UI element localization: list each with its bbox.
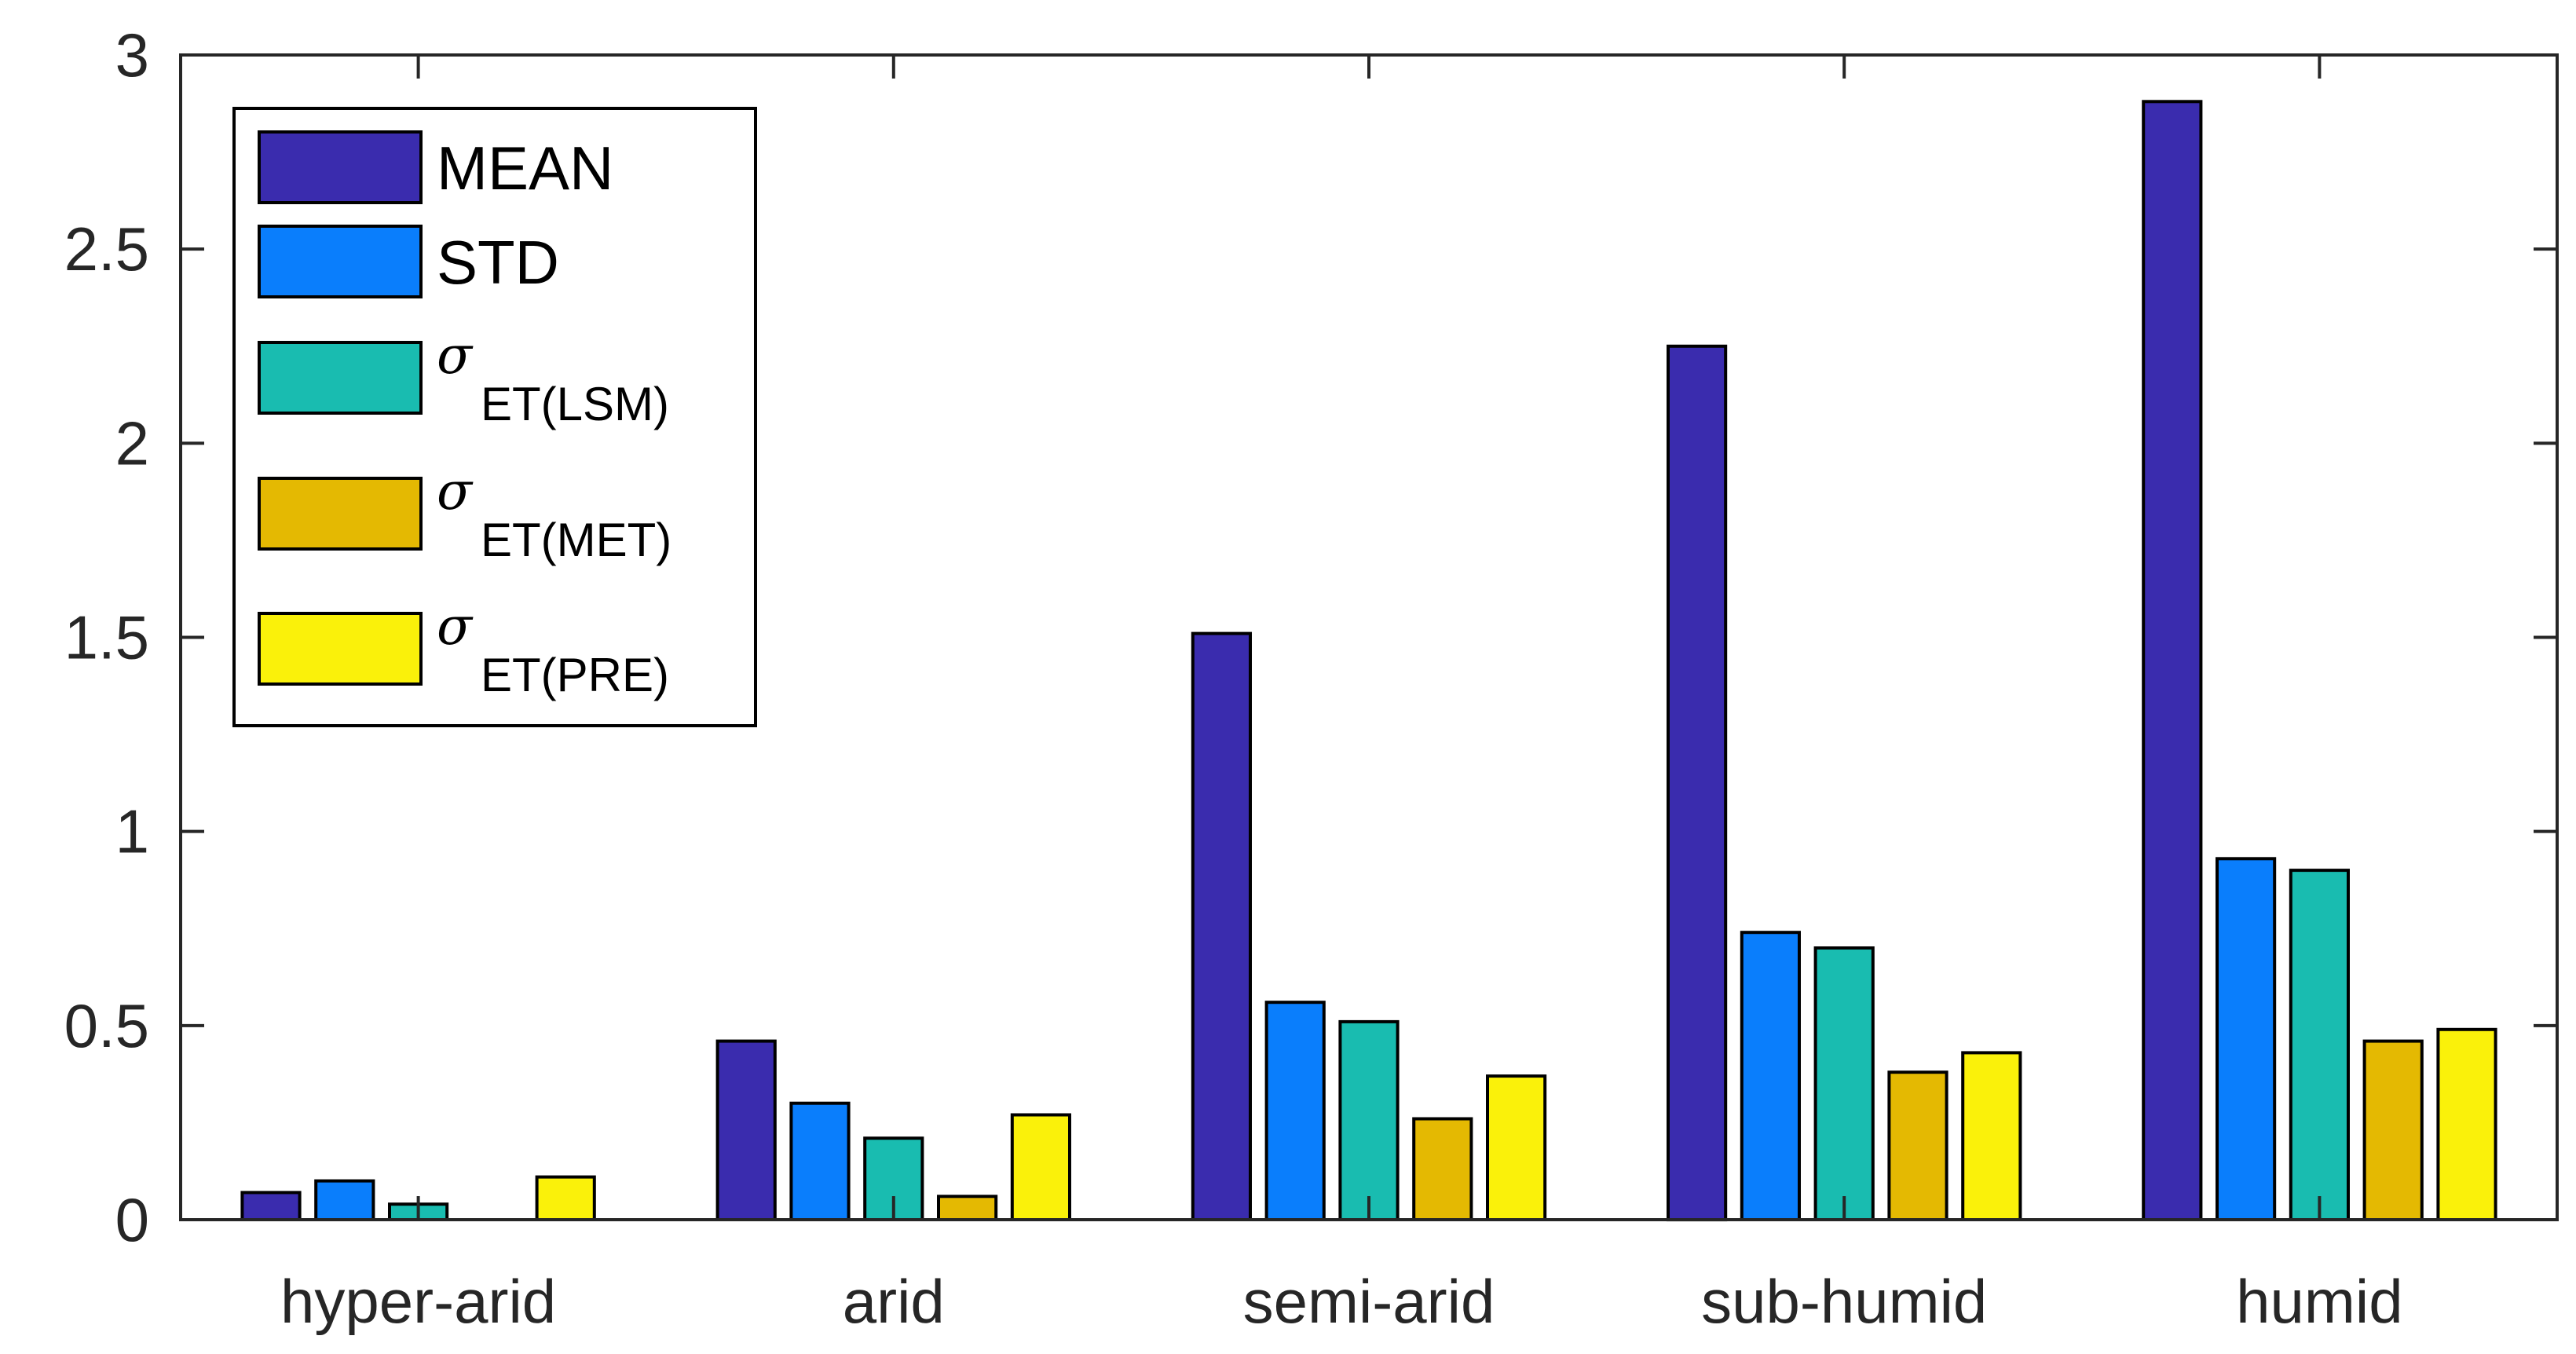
bar-lsm-semi-arid <box>1338 1019 1400 1222</box>
y-tick-label: 3 <box>115 20 149 90</box>
legend-label-met: σ <box>437 461 474 521</box>
bar-mean-arid <box>715 1039 777 1221</box>
x-tick-label: arid <box>843 1267 945 1336</box>
bar-lsm-humid <box>2289 869 2351 1221</box>
bar-lsm-sub-humid <box>1813 946 1875 1221</box>
bar-pre-semi-arid <box>1486 1074 1547 1221</box>
bar-pre-hyper-arid <box>535 1175 596 1221</box>
bar-mean-semi-arid <box>1191 631 1253 1221</box>
bar-mean-humid <box>2142 100 2203 1221</box>
y-tick-label: 0.5 <box>64 991 149 1060</box>
legend-label-pre: σ <box>437 596 474 657</box>
legend-subscript-met: ET(MET) <box>481 514 671 566</box>
y-tick-label: 0 <box>115 1185 149 1254</box>
bar-mean-hyper-arid <box>240 1191 302 1222</box>
legend-swatch-pre <box>258 612 423 686</box>
bar-met-sub-humid <box>1887 1070 1948 1221</box>
legend-subscript-pre: ET(PRE) <box>481 649 669 701</box>
x-tick-label: semi-arid <box>1243 1267 1495 1336</box>
legend-label-mean: MEAN <box>437 134 613 203</box>
tick-labels: 0 0.5 1 1.5 2 2.5 3 hyper-arid arid semi-arid sub-… <box>64 20 2403 1336</box>
bar-pre-sub-humid <box>1961 1051 2022 1222</box>
x-tick-label: humid <box>2236 1267 2402 1336</box>
bar-met-arid <box>937 1195 998 1222</box>
legend-label-std: STD <box>437 228 559 297</box>
bar-std-sub-humid <box>1740 931 1802 1221</box>
bars-layer <box>240 100 2497 1222</box>
x-tick-label: hyper-arid <box>280 1267 556 1336</box>
bar-std-arid <box>789 1101 851 1221</box>
x-tick-label: sub-humid <box>1701 1267 1987 1336</box>
y-tick-label: 1 <box>115 797 149 866</box>
bar-pre-arid <box>1010 1113 1072 1221</box>
bar-std-humid <box>2216 857 2277 1222</box>
legend-swatch-mean <box>258 130 423 204</box>
y-tick-label: 2 <box>115 408 149 478</box>
bar-met-humid <box>2362 1039 2424 1221</box>
bar-pre-humid <box>2436 1027 2497 1222</box>
bar-std-semi-arid <box>1264 1001 1326 1221</box>
y-tick-label: 1.5 <box>64 603 149 672</box>
legend-swatch-std <box>258 225 423 298</box>
bar-mean-sub-humid <box>1667 344 1728 1222</box>
bar-std-hyper-arid <box>314 1179 375 1221</box>
legend-swatch-lsm <box>258 341 423 415</box>
bar-met-semi-arid <box>1412 1117 1473 1221</box>
axis-ticks <box>181 53 2557 1221</box>
legend-label-lsm: σ <box>437 325 474 386</box>
y-tick-label: 2.5 <box>64 214 149 284</box>
legend-subscript-lsm: ET(LSM) <box>481 378 669 430</box>
legend-swatch-met <box>258 477 423 551</box>
